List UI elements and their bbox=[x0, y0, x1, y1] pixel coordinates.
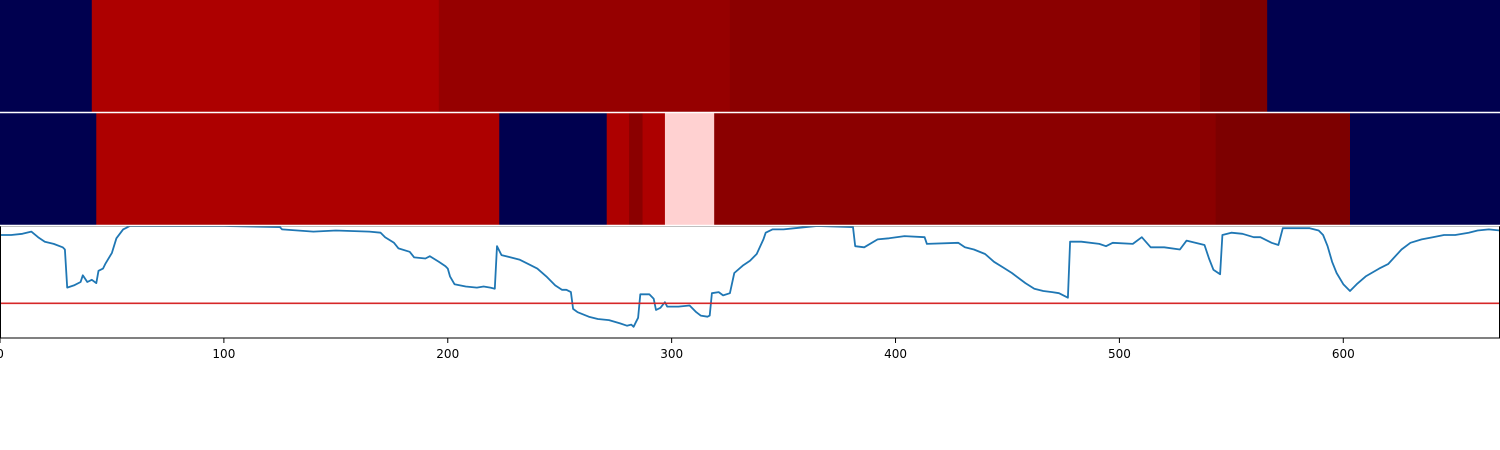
x-tick-label: 300 bbox=[660, 347, 683, 361]
segment-band-top-segment bbox=[0, 0, 93, 112]
x-tick-label: 100 bbox=[212, 347, 235, 361]
segment-band-top-segment bbox=[1267, 0, 1500, 112]
series-line bbox=[0, 225, 1500, 328]
x-tick-label: 400 bbox=[884, 347, 907, 361]
segment-band-bottom bbox=[0, 113, 1500, 225]
segment-band-bottom-segment bbox=[664, 113, 715, 225]
segment-band-top-segment bbox=[1200, 0, 1268, 112]
segment-band-bottom-segment bbox=[499, 113, 608, 225]
segment-band-bottom-segment bbox=[642, 113, 666, 225]
segment-band-bottom-segment bbox=[1350, 113, 1500, 225]
segment-band-bottom-segment bbox=[714, 113, 1217, 225]
segment-band-bottom-segment bbox=[629, 113, 644, 225]
segment-band-top-segment bbox=[91, 0, 440, 112]
segment-band-top-segment bbox=[438, 0, 731, 112]
x-tick-label: 600 bbox=[1332, 347, 1355, 361]
segment-band-bottom-segment bbox=[96, 113, 500, 225]
x-axis: 0 100 200 300 400 500 600 bbox=[0, 338, 1355, 361]
segment-band-bottom-segment bbox=[1215, 113, 1351, 225]
x-tick-label: 200 bbox=[436, 347, 459, 361]
segment-band-bottom-segment bbox=[0, 113, 97, 225]
x-tick-label: 500 bbox=[1108, 347, 1131, 361]
segment-band-bottom-segment bbox=[606, 113, 630, 225]
segment-band-top bbox=[0, 0, 1500, 112]
segment-band-top-segment bbox=[729, 0, 1201, 112]
x-tick-label: 0 bbox=[0, 347, 4, 361]
